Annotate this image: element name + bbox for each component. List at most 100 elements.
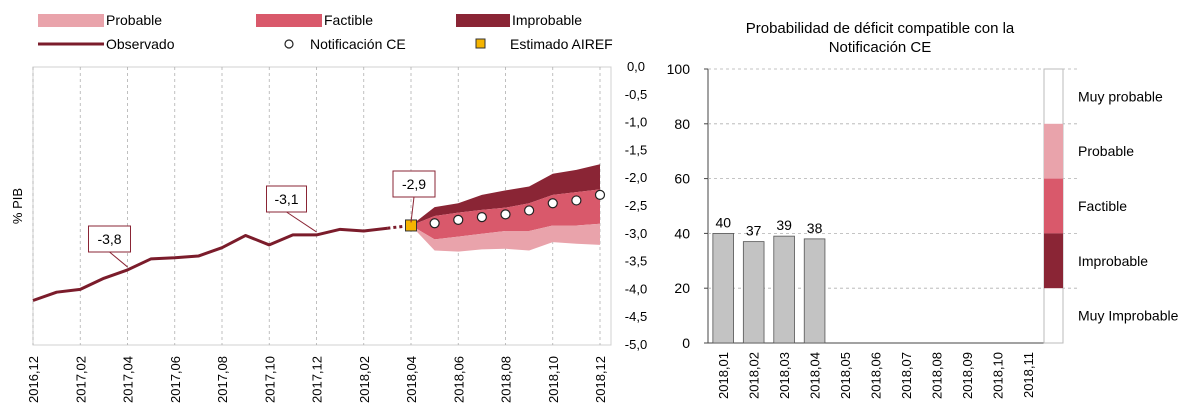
left-x-tick-label: 2017,10	[262, 356, 277, 403]
left-y-tick-labels: 0,0 -0,5 -1,0 -1,5 -2,0 -2,5 -3,0 -3,5 -4,0 -4,5 -…	[625, 59, 647, 352]
right-x-tick-label: 2018,01	[716, 352, 731, 399]
scale-label: Muy probable	[1078, 88, 1163, 104]
bar-data-label: 38	[807, 220, 823, 236]
left-y-tick-label: 0,0	[627, 59, 645, 74]
right-x-tick-labels: 2018,01 2018,02 2018,03 2018,04 2018,05 2018,…	[716, 352, 1036, 399]
left-x-tick-label: 2017,02	[73, 356, 88, 403]
left-y-tick-label: -3,5	[625, 254, 647, 269]
observed-line	[32, 226, 388, 302]
legend-label-improbable: Improbable	[512, 12, 582, 28]
left-y-tick-label: -1,5	[625, 142, 647, 157]
annotation-leader	[109, 251, 128, 268]
annotation-box	[392, 170, 436, 198]
bar	[742, 241, 765, 344]
right-x-tick-label: 2018,09	[960, 352, 975, 399]
right-chart-title-line1: Probabilidad de déficit compatible con l…	[746, 20, 1015, 37]
scale-label: Improbable	[1078, 253, 1148, 269]
left-x-tick-labels: 2016,12 2017,02 2017,04 2017,06 2017,08 2017,…	[26, 356, 608, 403]
left-x-tick-label: 2018,02	[357, 356, 372, 403]
left-x-tick-label: 2017,06	[168, 356, 183, 403]
annotation-label: -3,8	[97, 231, 121, 247]
left-x-tick-label: 2018,06	[451, 356, 466, 403]
left-y-tick-label: -4,0	[625, 281, 647, 296]
notificacion-point	[594, 189, 606, 200]
left-x-tick-label: 2016,12	[26, 356, 41, 403]
scale-label: Probable	[1078, 143, 1134, 159]
right-y-tick-label: 20	[674, 280, 690, 296]
right-y-tick-label: 80	[674, 116, 690, 132]
right-x-tick-label: 2018,05	[838, 352, 853, 399]
legend-label-notificacion: Notificación CE	[310, 36, 406, 52]
right-y-tick-label: 40	[674, 225, 690, 241]
legend: Probable Factible Improbable Observado N…	[38, 12, 613, 52]
right-chart-title-line2: Notificación CE	[829, 39, 932, 56]
right-x-tick-label: 2018,06	[869, 352, 884, 399]
left-y-tick-label: -5,0	[625, 337, 647, 352]
legend-label-probable: Probable	[106, 12, 162, 28]
left-y-axis-title: % PIB	[10, 188, 25, 224]
right-bars: 40 37 39 38	[712, 214, 826, 344]
bar-data-label: 39	[776, 217, 792, 233]
right-y-tick-labels: 0 20 40 60 80 100	[667, 61, 691, 351]
left-x-tick-label: 2018,04	[404, 356, 419, 403]
right-x-tick-label: 2018,11	[1021, 352, 1036, 398]
scale-segment	[1044, 233, 1063, 289]
left-y-tick-label: -1,0	[625, 115, 647, 130]
band-probable	[411, 223, 600, 252]
right-y-tick-label: 0	[682, 335, 690, 351]
left-x-tick-label: 2018,12	[593, 356, 608, 403]
left-y-tick-label: -4,5	[625, 309, 647, 324]
left-markers	[405, 189, 606, 232]
left-y-tick-label: -3,0	[625, 226, 647, 241]
left-x-tick-label: 2017,08	[215, 356, 230, 403]
legend-label-observado: Observado	[106, 36, 175, 52]
legend-marker-notificacion	[284, 39, 294, 49]
annotation-box	[266, 185, 307, 213]
scale-segment	[1044, 178, 1063, 234]
notificacion-point	[476, 212, 487, 223]
right-x-tick-label: 2018,04	[808, 352, 823, 399]
bar	[712, 232, 734, 344]
scale-segment	[1044, 123, 1063, 179]
bar-data-label: 37	[746, 223, 762, 239]
legend-swatch-improbable	[456, 14, 510, 27]
bar	[803, 238, 826, 344]
annotation-label: -3,1	[274, 191, 298, 207]
legend-label-estimado: Estimado AIREF	[510, 36, 613, 52]
left-x-tick-label: 2017,12	[310, 356, 325, 403]
notificacion-point	[547, 198, 558, 209]
annotation-leader	[410, 196, 415, 223]
legend-label-factible: Factible	[324, 12, 373, 28]
left-y-tick-label: -2,5	[625, 198, 647, 213]
left-x-tick-label: 2017,04	[121, 356, 136, 403]
right-x-tick-label: 2018,03	[777, 352, 792, 399]
bar-data-label: 40	[715, 214, 731, 230]
right-x-tick-label: 2018,08	[929, 352, 944, 399]
left-y-tick-label: -2,0	[625, 170, 647, 185]
scale-label: Muy Improbable	[1078, 308, 1179, 324]
left-annotations: -3,8 -3,1 -2,9	[88, 170, 436, 268]
legend-swatch-factible	[256, 14, 322, 27]
left-y-tick-label: -0,5	[625, 87, 647, 102]
legend-marker-estimado	[475, 38, 486, 49]
band-improbable-upper	[411, 164, 600, 226]
left-x-tick-label: 2018,10	[546, 356, 561, 403]
annotation-label: -2,9	[402, 176, 426, 192]
notificacion-point	[524, 205, 535, 216]
right-y-tick-label: 60	[674, 171, 690, 187]
right-x-tick-label: 2018,02	[747, 352, 762, 399]
annotation-box	[88, 225, 131, 253]
notificacion-point	[571, 195, 582, 206]
right-y-tick-label: 100	[667, 61, 691, 77]
bar	[773, 235, 795, 344]
notificacion-point	[453, 214, 464, 225]
notificacion-point	[500, 209, 511, 220]
legend-swatch-probable	[38, 14, 104, 27]
probability-scale: Muy probable Probable Factible Improbable Mu…	[1043, 68, 1179, 344]
annotation-leader	[286, 211, 317, 233]
left-x-tick-label: 2018,08	[499, 356, 514, 403]
right-x-tick-label: 2018,10	[990, 352, 1005, 399]
notificacion-point	[429, 218, 440, 229]
